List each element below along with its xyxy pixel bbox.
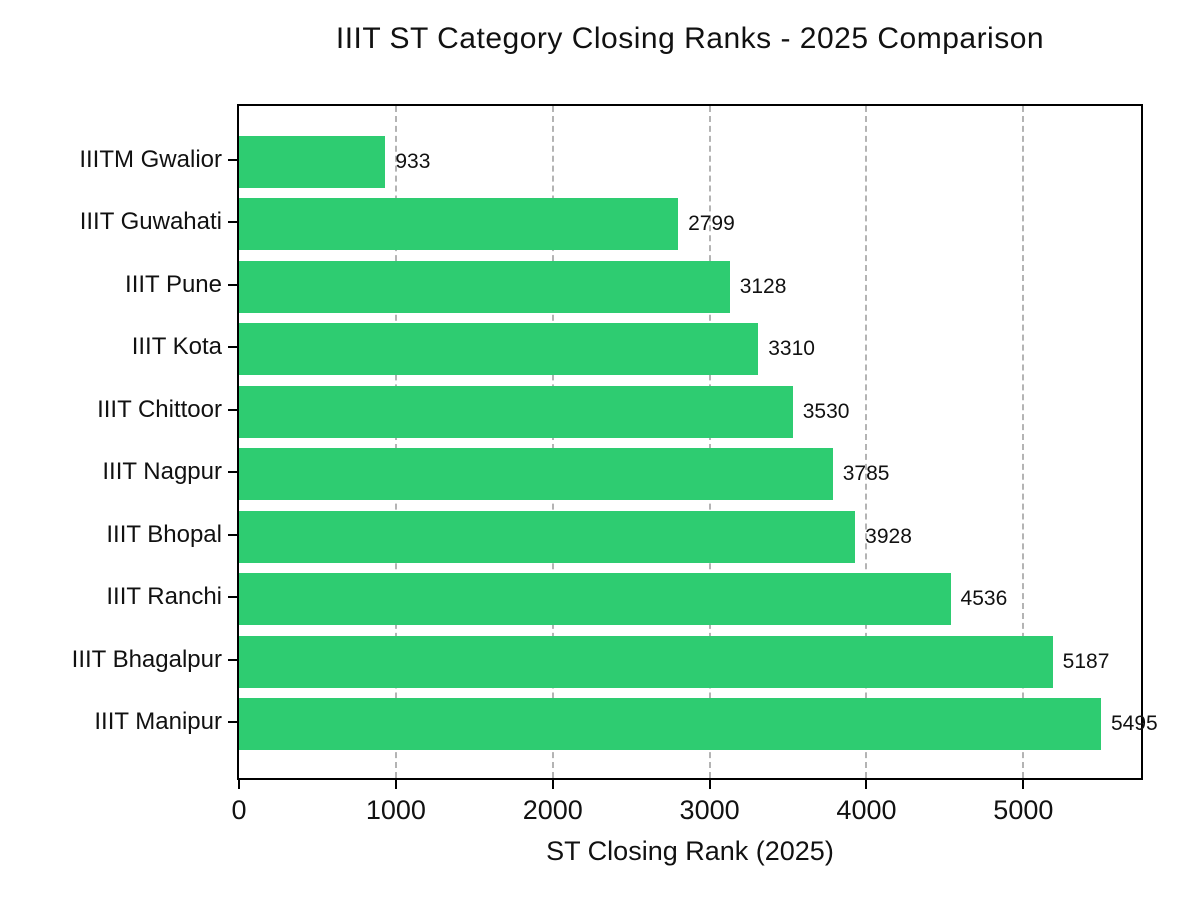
- bar: [239, 698, 1101, 750]
- y-tick-label: IIIT Chittoor: [97, 395, 222, 423]
- bar-value-label: 5187: [1062, 649, 1110, 673]
- x-tick-mark: [551, 780, 554, 789]
- y-tick-mark: [228, 408, 237, 411]
- bar: [239, 260, 730, 313]
- y-tick-mark: [228, 721, 237, 723]
- gridline: [865, 106, 868, 778]
- y-tick-label: IIIT Guwahati: [79, 208, 222, 236]
- y-tick-label: IIITM Gwalior: [79, 146, 222, 173]
- y-tick-label: IIIT Ranchi: [106, 583, 222, 611]
- y-tick-mark: [228, 533, 237, 536]
- x-tick-label: 4000: [836, 795, 897, 825]
- y-tick-mark: [228, 346, 237, 349]
- y-tick-label: IIIT Pune: [125, 270, 222, 298]
- y-tick-mark: [228, 283, 237, 286]
- bar: [239, 510, 856, 563]
- x-axis-title: ST Closing Rank (2025): [546, 836, 834, 866]
- plot-inner: 933 2799 3128 3310 3530 3785 3928 4536 5187 5495: [239, 106, 1158, 778]
- gridline: [708, 106, 711, 778]
- y-tick-mark: [228, 596, 237, 599]
- bar: [239, 385, 793, 438]
- gridline: [551, 106, 554, 778]
- x-tick-mark: [865, 780, 868, 789]
- bar-value-label: 3928: [865, 524, 912, 548]
- x-tick-label: 3000: [679, 795, 740, 825]
- bar-value-label: 4536: [960, 587, 1008, 611]
- bar: [239, 136, 386, 188]
- y-tick-mark: [228, 471, 237, 474]
- bar-value-label: 933: [395, 150, 431, 173]
- bar: [239, 198, 679, 251]
- y-tick-label: IIIT Bhopal: [106, 520, 222, 548]
- y-tick-mark: [228, 159, 237, 161]
- bar: [239, 448, 833, 501]
- x-tick-mark: [394, 780, 397, 789]
- bar: [239, 323, 759, 376]
- chart-title: IIIT ST Category Closing Ranks - 2025 Co…: [335, 22, 1045, 55]
- bar-value-label: 3128: [739, 274, 787, 298]
- y-tick-label: IIIT Nagpur: [102, 458, 222, 486]
- x-tick-mark: [238, 780, 240, 789]
- bar-value-label: 5495: [1110, 712, 1158, 735]
- plot-area: 933 2799 3128 3310 3530 3785 3928 4536 5187 5495: [237, 104, 1158, 780]
- bar-value-label: 3530: [802, 399, 850, 423]
- x-tick-label: 5000: [993, 795, 1054, 825]
- y-tick-mark: [228, 658, 237, 661]
- bar: [239, 635, 1053, 688]
- bar-value-label: 3785: [842, 462, 890, 486]
- bar: [239, 573, 951, 626]
- x-tick-mark: [708, 780, 711, 789]
- bar-value-label: 3310: [768, 337, 815, 361]
- x-tick-label: 1000: [365, 795, 426, 825]
- y-tick-label: IIIT Kota: [131, 333, 222, 361]
- x-tick-mark: [1022, 780, 1025, 789]
- y-tick-label: IIIT Bhagalpur: [71, 645, 222, 673]
- gridline: [1022, 106, 1025, 778]
- gridline: [394, 106, 397, 778]
- y-tick-mark: [228, 221, 237, 224]
- bar-value-label: 2799: [688, 212, 735, 236]
- y-tick-label: IIIT Manipur: [94, 708, 222, 735]
- x-tick-label: 2000: [522, 795, 583, 825]
- x-tick-label: 0: [231, 795, 247, 825]
